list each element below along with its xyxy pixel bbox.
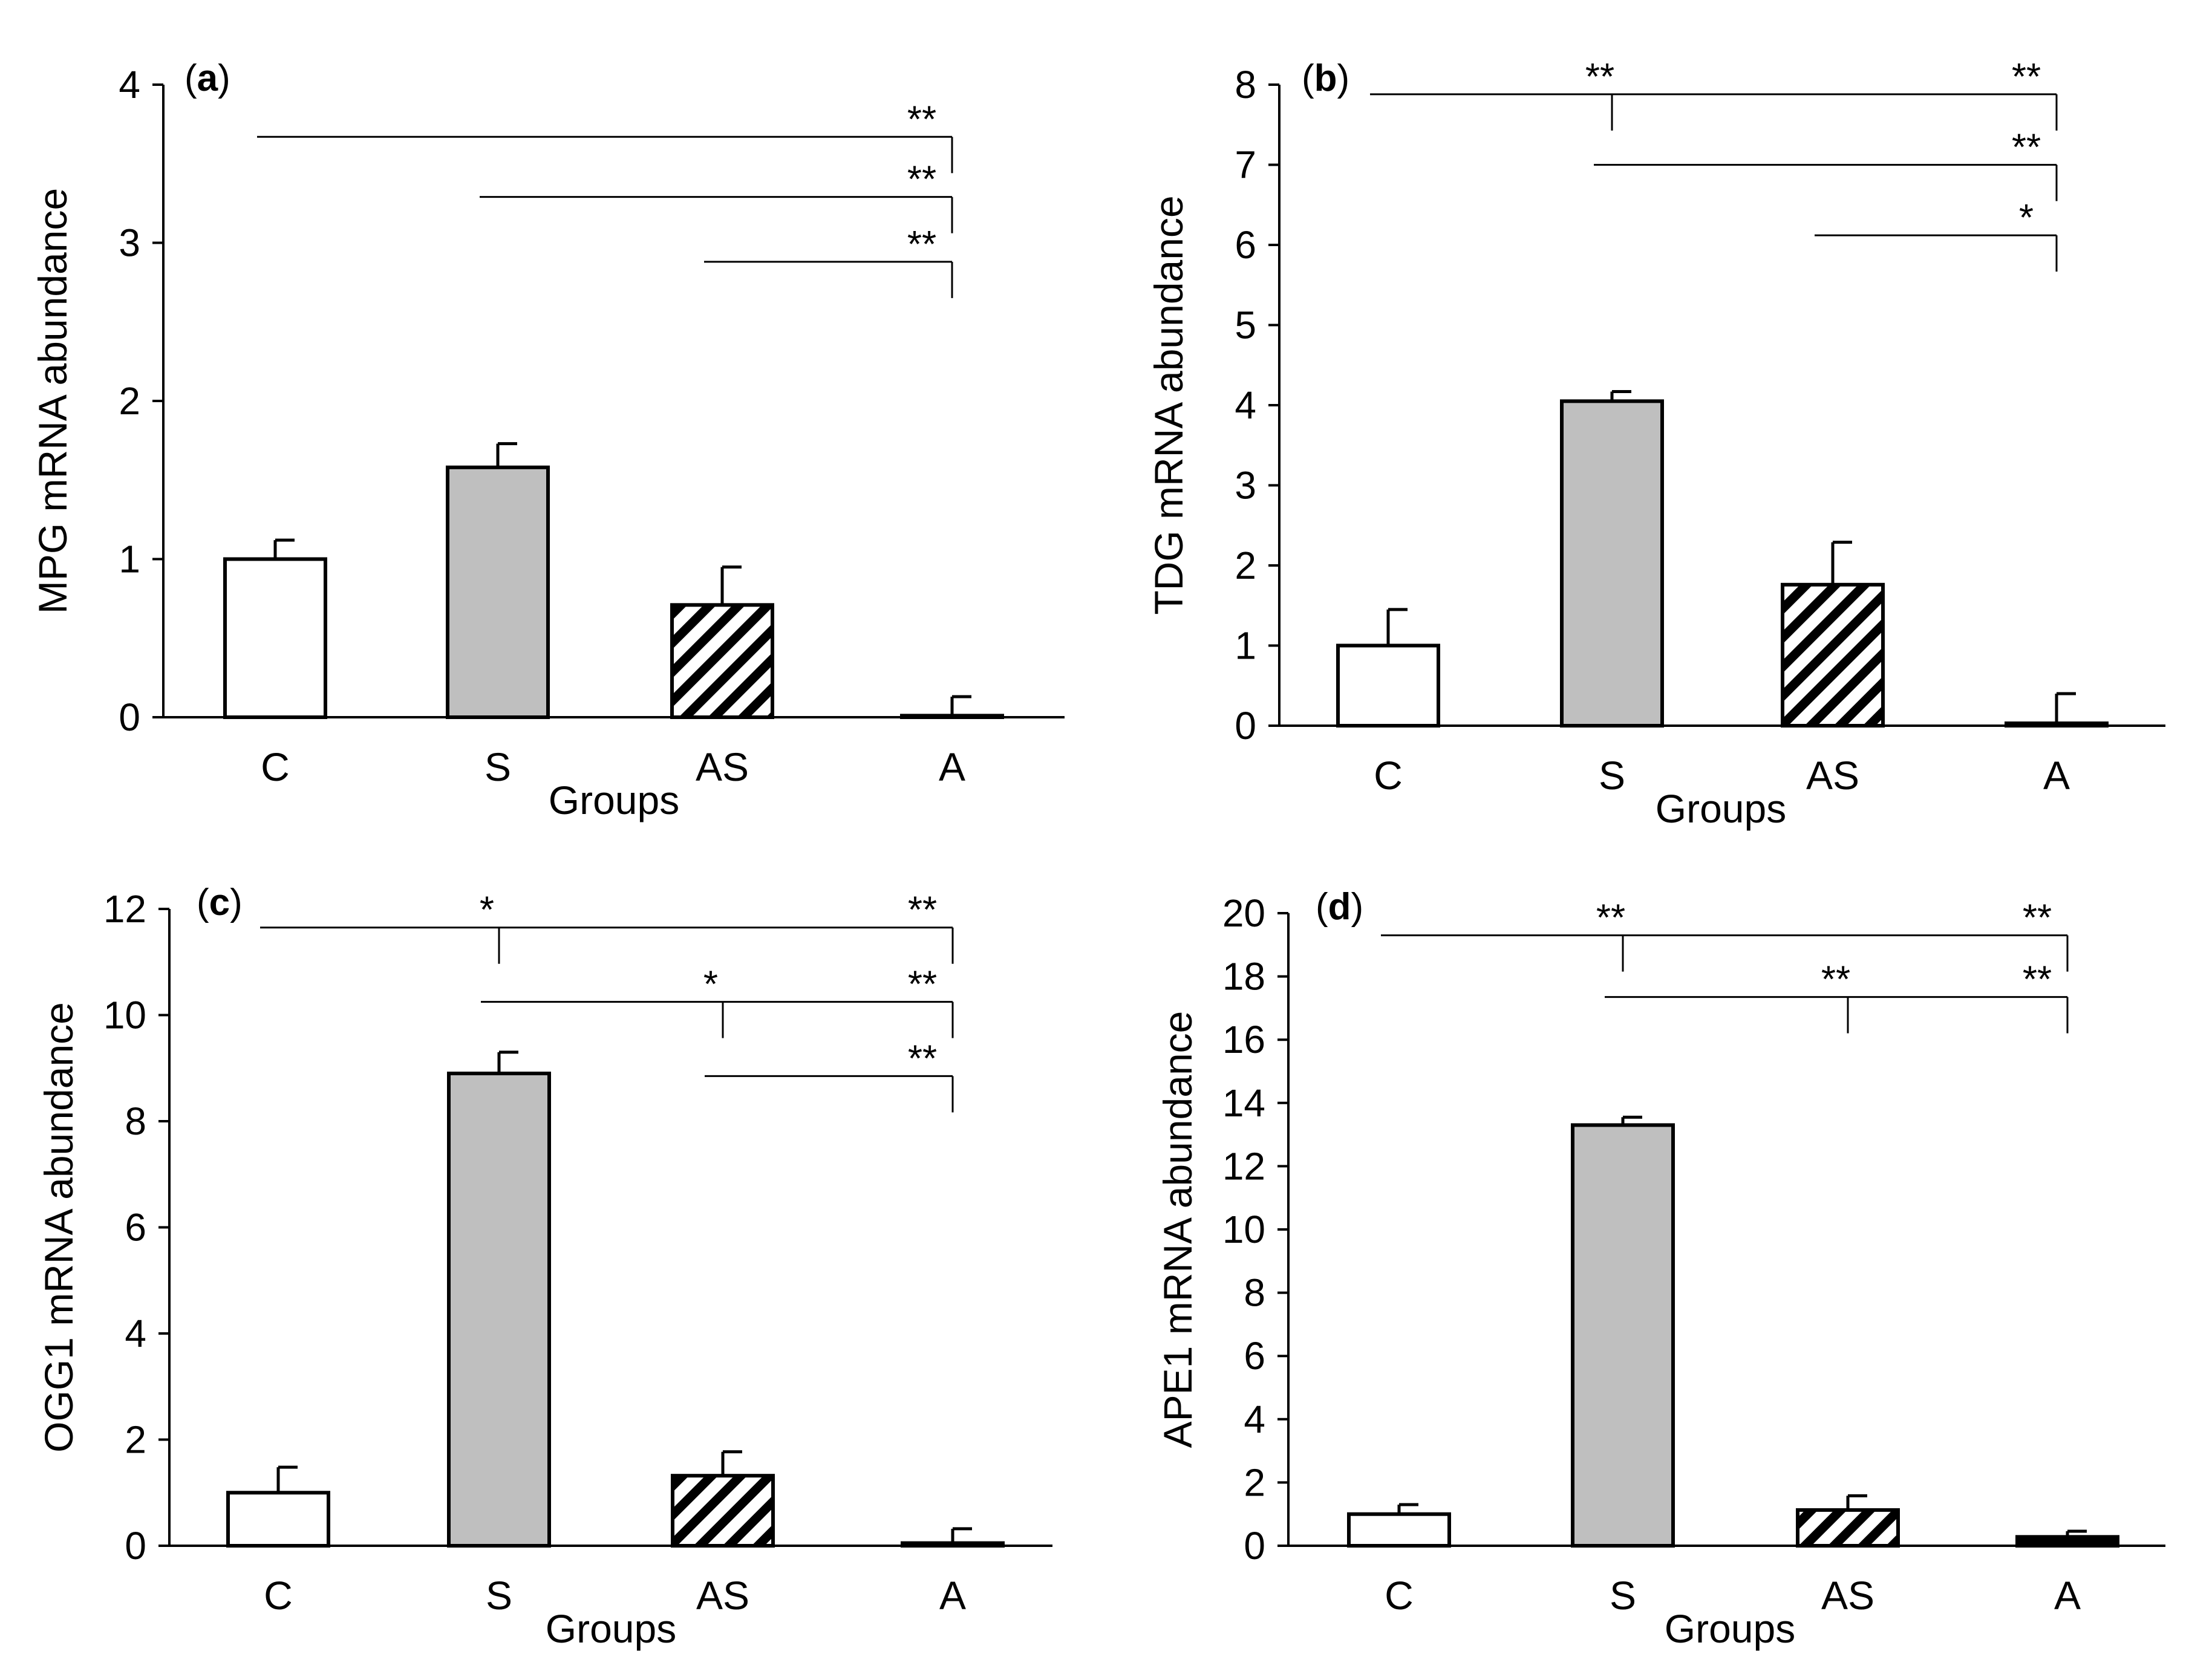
significance-marker: ** — [2023, 897, 2052, 939]
y-tick-label: 1 — [119, 538, 140, 581]
x-tick-label: S — [1599, 753, 1625, 798]
y-tick-label: 6 — [1244, 1334, 1265, 1378]
x-tick-label: C — [1385, 1573, 1414, 1618]
panel-b: 0 1 2 3 4 5 6 7 8 TDG mRNA abundance C S AS A Groups (b… — [1146, 56, 2165, 831]
y-tick-label: 1 — [1235, 624, 1256, 668]
y-tick-label: 2 — [125, 1418, 146, 1462]
bar-AS — [671, 1474, 775, 1548]
y-tick-label: 0 — [119, 695, 140, 739]
bar-S — [1571, 1123, 1675, 1548]
significance-marker: ** — [908, 890, 937, 931]
y-tick-label: 0 — [1235, 704, 1256, 747]
x-tick-label: S — [486, 1573, 512, 1618]
significance-marker: ** — [907, 99, 936, 140]
panel-label: (a) — [184, 57, 230, 99]
significance-marker: * — [480, 890, 494, 931]
x-tick-label: AS — [696, 1573, 749, 1618]
y-tick-label: 2 — [119, 379, 140, 423]
y-tick-label: 14 — [1222, 1081, 1265, 1125]
significance-marker: ** — [1821, 959, 1850, 1001]
y-tick-label: 8 — [1244, 1271, 1265, 1315]
significance-marker: ** — [908, 964, 937, 1006]
significance-marker: ** — [2023, 959, 2052, 1001]
significance-marker: ** — [1596, 897, 1625, 939]
y-tick-label: 0 — [1244, 1524, 1265, 1568]
y-axis-title: TDG mRNA abundance — [1146, 195, 1191, 614]
y-tick-label: 20 — [1222, 891, 1265, 935]
y-tick-label: 4 — [1244, 1398, 1265, 1441]
significance-marker: ** — [907, 159, 936, 201]
y-tick-label: 10 — [103, 994, 146, 1037]
panel-label: (c) — [197, 882, 243, 923]
x-tick-label: A — [2043, 753, 2070, 798]
y-tick-label: 12 — [1222, 1144, 1265, 1188]
y-tick-label: 7 — [1235, 143, 1256, 187]
significance-marker: ** — [1585, 56, 1614, 98]
y-tick-label: 0 — [125, 1524, 146, 1568]
y-tick-label: 3 — [1235, 464, 1256, 507]
x-tick-label: S — [484, 744, 511, 789]
bar-AS — [670, 603, 774, 720]
bar-AS — [1781, 582, 1885, 728]
y-tick-label: 6 — [125, 1206, 146, 1249]
significance-marker: ** — [908, 1038, 937, 1079]
panel-d: 0 2 4 6 8 10 12 14 16 18 20 APE1 mRNA abundance C S AS… — [1155, 886, 2165, 1651]
x-tick-label: A — [939, 744, 965, 789]
y-tick-label: 18 — [1222, 955, 1265, 998]
bar-A — [2005, 721, 2109, 728]
bar-S — [1560, 399, 1664, 728]
x-tick-label: AS — [1806, 753, 1859, 798]
panel-c: 0 2 4 6 8 10 12 OGG1 mRNA abundance C S AS A Groups (… — [36, 882, 1052, 1651]
y-tick-label: 4 — [1235, 383, 1256, 427]
y-tick-label: 4 — [125, 1312, 146, 1355]
y-tick-label: 8 — [1235, 63, 1256, 106]
panel-label: (d) — [1316, 886, 1363, 928]
y-tick-label: 12 — [103, 887, 146, 931]
panel-label: (b) — [1302, 57, 1349, 99]
y-tick-label: 16 — [1222, 1018, 1265, 1061]
y-axis-title: APE1 mRNA abundance — [1155, 1011, 1200, 1448]
x-tick-label: C — [261, 744, 290, 789]
y-tick-label: 3 — [119, 221, 140, 265]
y-tick-label: 8 — [125, 1099, 146, 1143]
bar-S — [446, 465, 550, 720]
y-tick-label: 6 — [1235, 223, 1256, 267]
y-tick-label: 2 — [1235, 544, 1256, 587]
x-axis-title: Groups — [549, 778, 679, 822]
bar-C — [1347, 1512, 1451, 1548]
x-tick-label: S — [1610, 1573, 1636, 1618]
y-axis-title: OGG1 mRNA abundance — [36, 1002, 81, 1453]
x-tick-label: AS — [1821, 1573, 1874, 1618]
significance-marker: ** — [2012, 127, 2041, 169]
x-tick-label: A — [2054, 1573, 2081, 1618]
panel-a: 0 1 2 3 4 MPG mRNA abundance C S AS A Groups (a) ** *… — [30, 57, 1065, 822]
x-axis-title: Groups — [1665, 1606, 1795, 1651]
x-axis-title: Groups — [1656, 786, 1786, 831]
bar-C — [1336, 643, 1440, 728]
bar-C — [226, 1491, 330, 1548]
x-tick-label: AS — [696, 744, 749, 789]
y-tick-label: 10 — [1222, 1208, 1265, 1251]
significance-marker: ** — [2012, 56, 2041, 98]
x-tick-label: C — [1374, 753, 1403, 798]
bar-A — [900, 714, 1004, 720]
y-tick-label: 2 — [1244, 1460, 1265, 1504]
x-tick-label: A — [939, 1573, 966, 1618]
y-tick-label: 5 — [1235, 304, 1256, 347]
significance-marker: * — [703, 964, 718, 1006]
x-tick-label: C — [264, 1573, 293, 1618]
bar-S — [447, 1072, 551, 1548]
y-tick-label: 4 — [119, 63, 140, 106]
bar-AS — [1796, 1508, 1900, 1548]
bar-A — [2015, 1535, 2119, 1548]
y-axis-title: MPG mRNA abundance — [30, 188, 75, 614]
bar-C — [223, 557, 327, 719]
significance-marker: ** — [907, 224, 936, 265]
significance-marker: * — [2019, 197, 2034, 239]
bar-A — [901, 1541, 1005, 1548]
x-axis-title: Groups — [546, 1606, 676, 1651]
